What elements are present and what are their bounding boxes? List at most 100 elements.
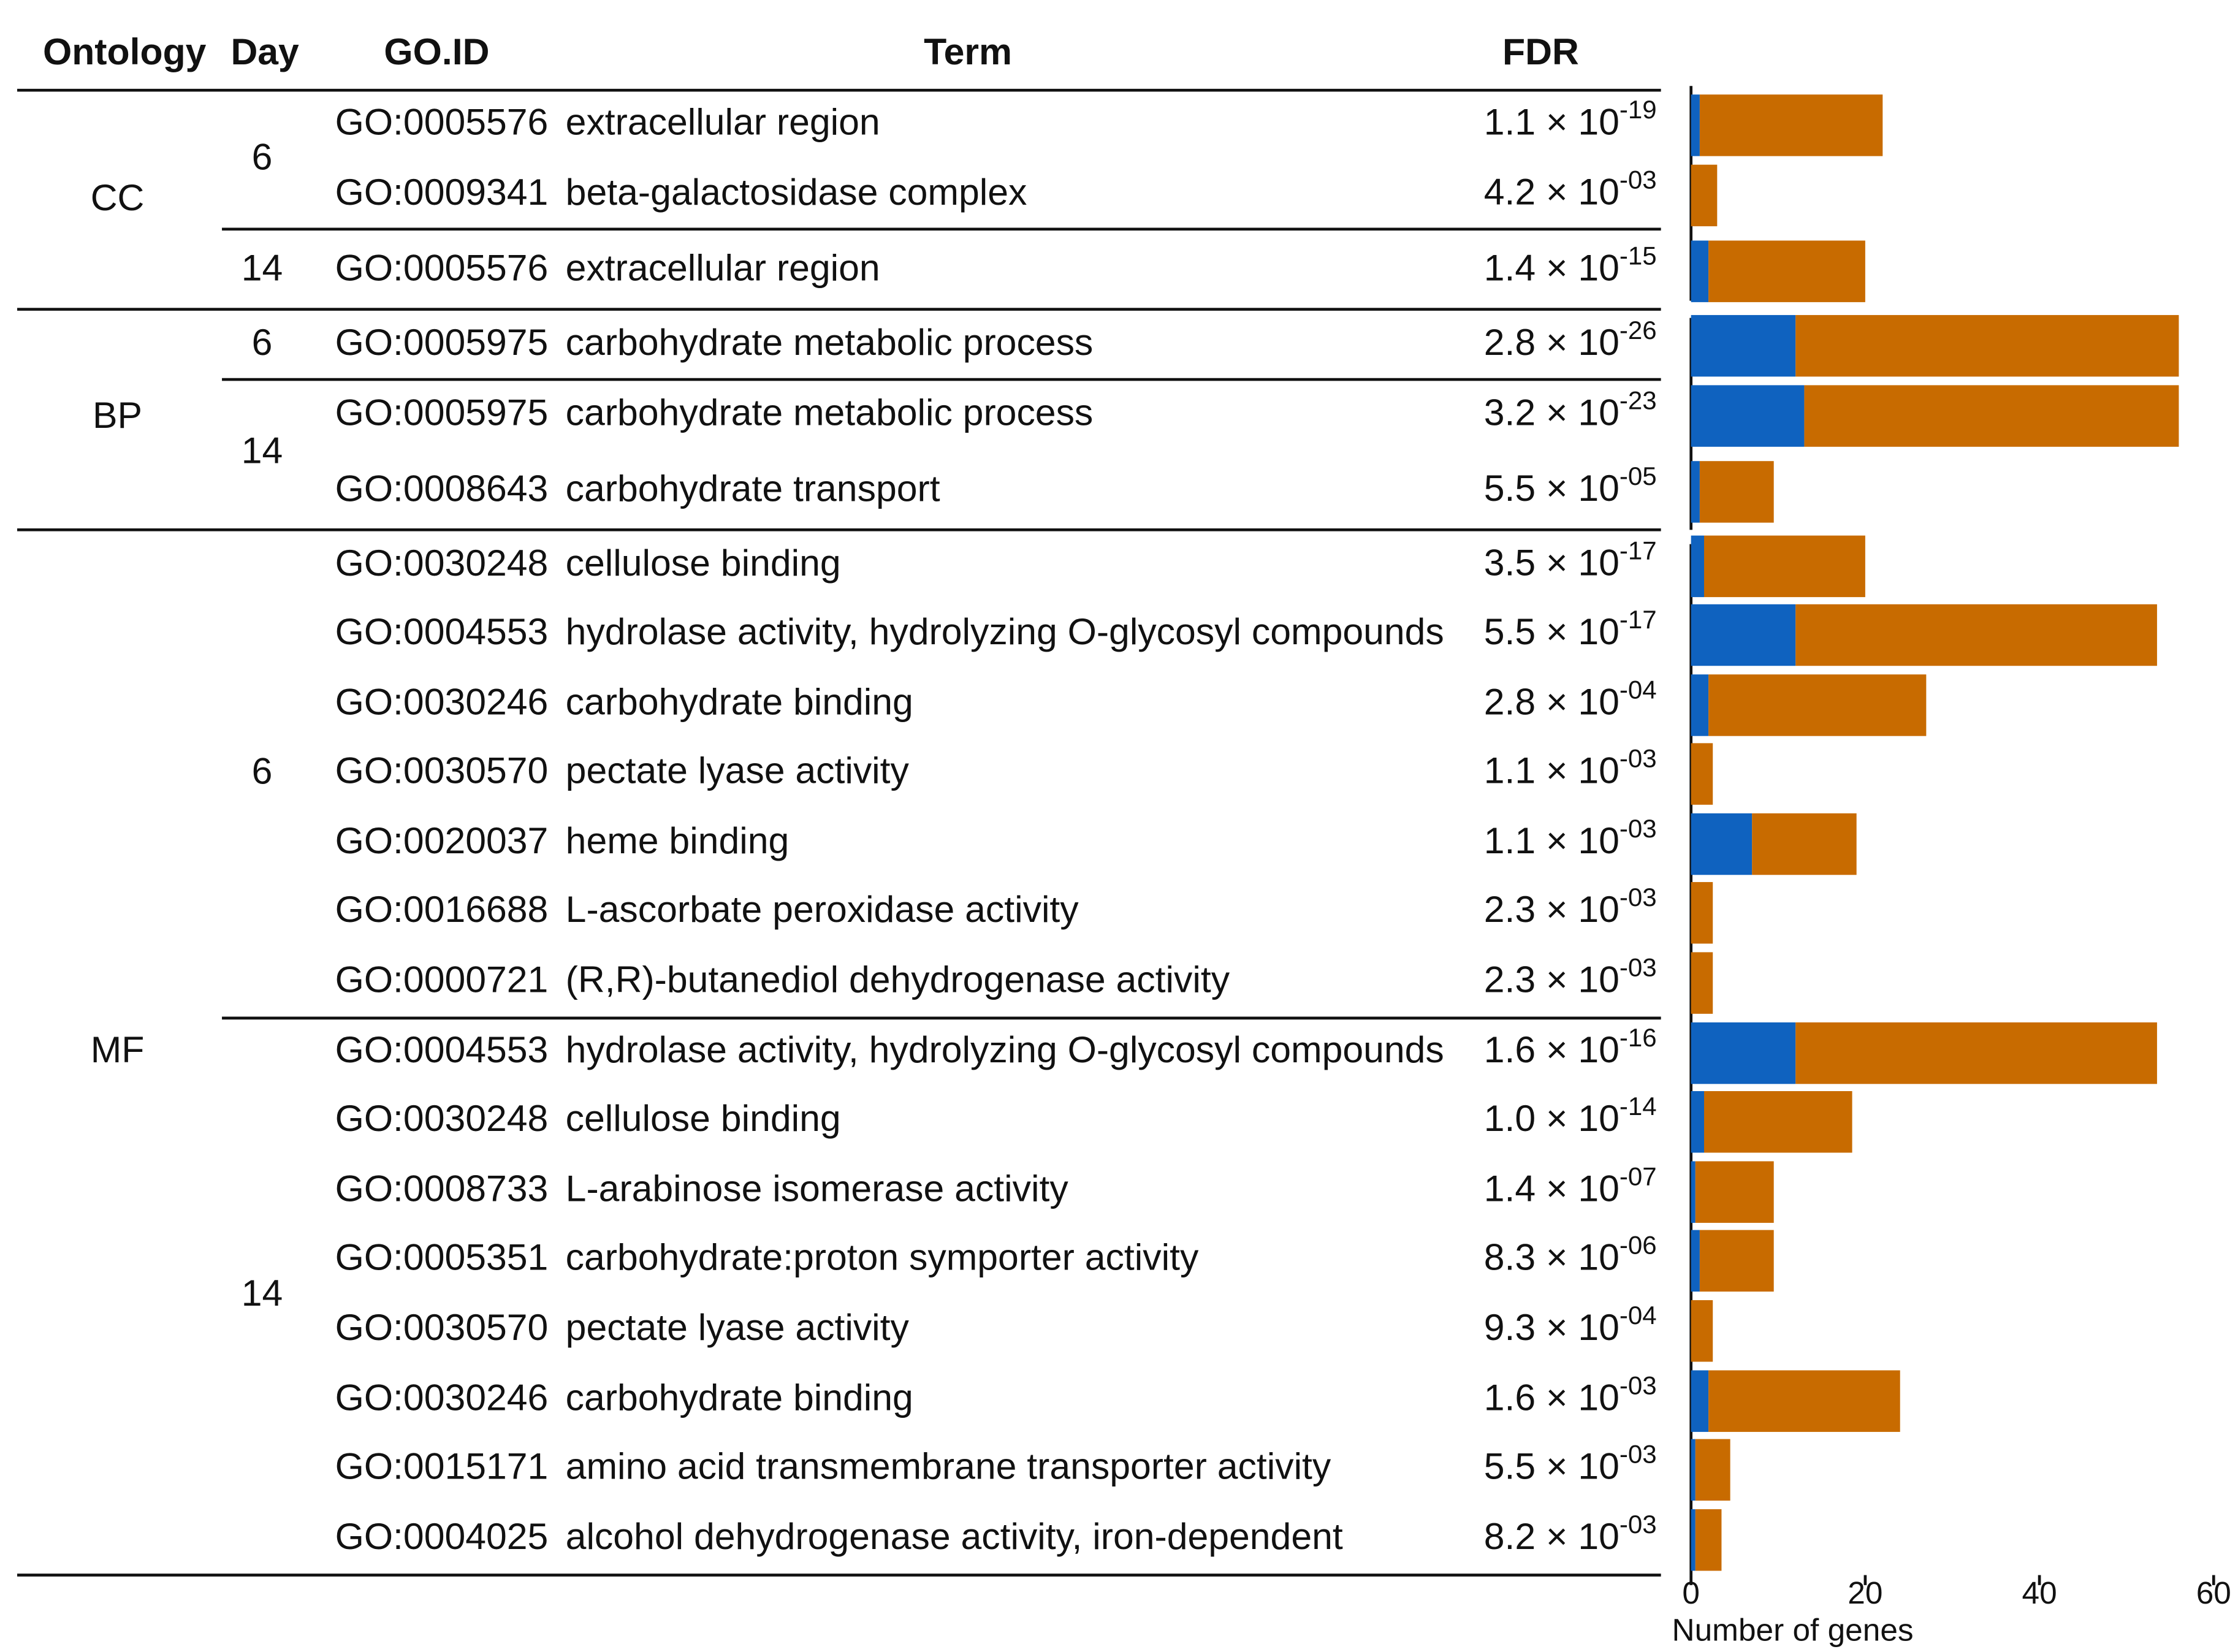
- go-term: L-ascorbate peroxidase activity: [566, 888, 1079, 930]
- bar-segment: [1691, 813, 1753, 875]
- fdr-exponent: -04: [1620, 1301, 1657, 1330]
- bar-segment: [1691, 604, 1796, 666]
- go-term: alcohol dehydrogenase activity, iron-dep…: [566, 1515, 1343, 1557]
- x-tick-label: 20: [1848, 1575, 1882, 1610]
- go-term: (R,R)-butanediol dehydrogenase activity: [566, 959, 1230, 1000]
- go-term: cellulose binding: [566, 1097, 841, 1139]
- go-id: GO:0004553: [335, 611, 549, 652]
- go-id: GO:0008733: [335, 1168, 549, 1209]
- fdr: 1.1 × 10-03: [1484, 744, 1657, 791]
- go-id: GO:0005576: [335, 101, 549, 142]
- fdr: 1.0 × 10-14: [1484, 1092, 1657, 1139]
- fdr-base: 1.4 × 10: [1484, 247, 1620, 289]
- bar-segment: [1691, 881, 1713, 944]
- column-header: Term: [924, 31, 1012, 72]
- go-id: GO:0004553: [335, 1029, 549, 1070]
- bar-segment: [1704, 535, 1865, 598]
- bar-segment: [1691, 1509, 1696, 1571]
- go-term: pectate lyase activity: [566, 749, 910, 791]
- fdr: 5.5 × 10-17: [1484, 605, 1657, 652]
- fdr-base: 1.6 × 10: [1484, 1029, 1620, 1070]
- fdr-exponent: -05: [1620, 462, 1657, 490]
- bar-segment: [1691, 164, 1718, 227]
- fdr-exponent: -15: [1620, 242, 1657, 270]
- fdr-exponent: -23: [1620, 386, 1657, 415]
- go-term: extracellular region: [566, 247, 880, 289]
- bar-segment: [1704, 1091, 1852, 1153]
- fdr-base: 2.3 × 10: [1484, 888, 1620, 930]
- go-term: cellulose binding: [566, 542, 841, 584]
- bar-segment: [1691, 314, 1796, 377]
- fdr-base: 1.1 × 10: [1484, 101, 1620, 142]
- fdr-exponent: -17: [1620, 536, 1657, 565]
- fdr: 8.2 × 10-03: [1484, 1510, 1657, 1557]
- fdr-base: 1.6 × 10: [1484, 1377, 1620, 1418]
- bar-segment: [1708, 240, 1865, 302]
- fdr: 5.5 × 10-05: [1484, 462, 1657, 509]
- go-id: GO:0005975: [335, 321, 549, 363]
- fdr-exponent: -16: [1620, 1023, 1657, 1052]
- go-term: extracellular region: [566, 101, 880, 142]
- fdr: 2.3 × 10-03: [1484, 883, 1657, 930]
- day-label: 6: [252, 750, 273, 792]
- bar-segment: [1695, 1439, 1730, 1501]
- fdr: 5.5 × 10-03: [1484, 1440, 1657, 1487]
- day-label: 6: [252, 321, 273, 363]
- fdr-exponent: -17: [1620, 605, 1657, 634]
- fdr-exponent: -03: [1620, 1371, 1657, 1400]
- day-label: 6: [252, 136, 273, 178]
- go-id: GO:0030246: [335, 1377, 549, 1418]
- bar-segment: [1695, 1509, 1722, 1571]
- go-term: beta-galactosidase complex: [566, 171, 1027, 213]
- fdr-base: 1.0 × 10: [1484, 1097, 1620, 1139]
- bar-segment: [1699, 94, 1883, 156]
- x-axis-title: Number of genes: [1672, 1612, 1913, 1648]
- fdr-exponent: -03: [1620, 883, 1657, 912]
- go-term: carbohydrate metabolic process: [566, 321, 1094, 363]
- ontology-label: MF: [91, 1029, 145, 1070]
- fdr: 9.3 × 10-04: [1484, 1301, 1657, 1348]
- fdr-base: 3.5 × 10: [1484, 542, 1620, 584]
- day-label: 14: [242, 247, 283, 289]
- go-id: GO:0030246: [335, 680, 549, 722]
- go-id: GO:0005351: [335, 1236, 549, 1278]
- go-term: amino acid transmembrane transporter act…: [566, 1445, 1331, 1487]
- fdr-base: 4.2 × 10: [1484, 171, 1620, 213]
- column-header: FDR: [1502, 31, 1579, 72]
- fdr-base: 3.2 × 10: [1484, 391, 1620, 433]
- fdr-base: 1.1 × 10: [1484, 749, 1620, 791]
- fdr-exponent: -03: [1620, 814, 1657, 843]
- fdr: 8.3 × 10-06: [1484, 1231, 1657, 1278]
- bar-segment: [1691, 94, 1700, 156]
- bar-segment: [1691, 385, 1805, 447]
- fdr-exponent: -07: [1620, 1162, 1657, 1191]
- day-label: 14: [242, 429, 283, 471]
- bar-segment: [1699, 461, 1774, 523]
- fdr: 1.4 × 10-07: [1484, 1162, 1657, 1209]
- x-tick-label: 60: [2196, 1575, 2231, 1610]
- ontology-label: BP: [93, 394, 142, 436]
- fdr-base: 2.3 × 10: [1484, 959, 1620, 1000]
- go-term: hydrolase activity, hydrolyzing O-glycos…: [566, 611, 1444, 652]
- fdr-exponent: -03: [1620, 166, 1657, 194]
- fdr-exponent: -03: [1620, 1440, 1657, 1469]
- x-tick-label: 40: [2022, 1575, 2057, 1610]
- go-id: GO:0030570: [335, 1306, 549, 1348]
- go-id: GO:0015171: [335, 1445, 549, 1487]
- bar-segment: [1691, 535, 1705, 598]
- fdr: 1.6 × 10-03: [1484, 1371, 1657, 1418]
- go-term: carbohydrate metabolic process: [566, 391, 1094, 433]
- fdr-exponent: -06: [1620, 1231, 1657, 1260]
- go-id: GO:0008643: [335, 467, 549, 509]
- fdr-exponent: -14: [1620, 1092, 1657, 1121]
- bar-segment: [1691, 1370, 1709, 1432]
- go-term: pectate lyase activity: [566, 1306, 910, 1348]
- fdr: 2.8 × 10-26: [1484, 316, 1657, 363]
- go-id: GO:0030570: [335, 749, 549, 791]
- go-term: hydrolase activity, hydrolyzing O-glycos…: [566, 1029, 1444, 1070]
- go-term: carbohydrate binding: [566, 680, 913, 722]
- fdr-base: 1.1 × 10: [1484, 820, 1620, 861]
- bar-segment: [1708, 674, 1927, 736]
- bar-segment: [1795, 1022, 2157, 1084]
